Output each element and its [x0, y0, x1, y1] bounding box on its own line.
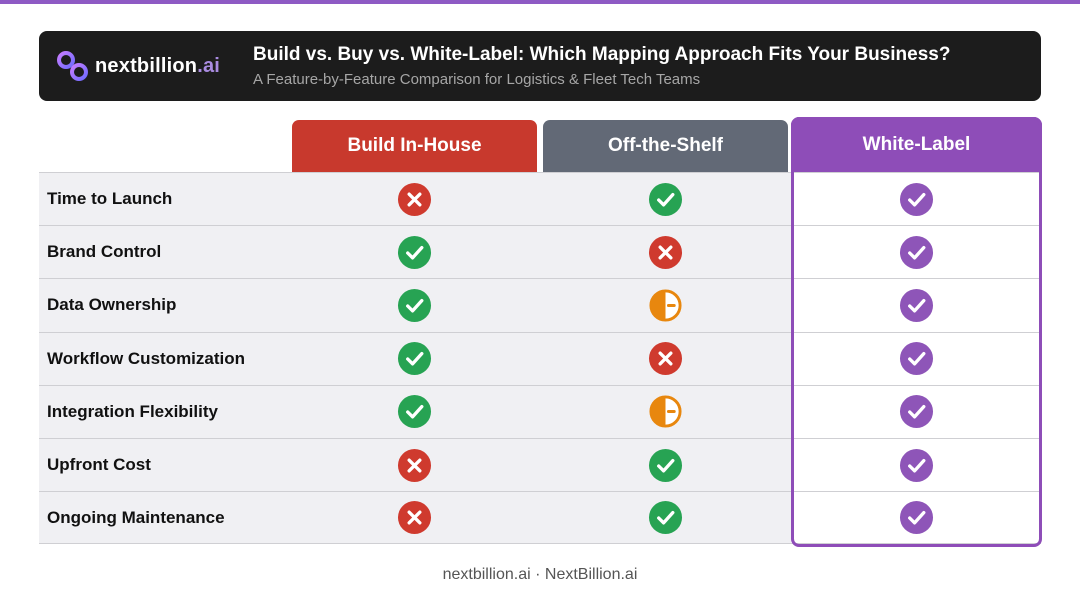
cell-shelf [543, 333, 788, 385]
cell-white [791, 439, 1041, 491]
cell-build [292, 173, 537, 225]
partial-icon [649, 289, 682, 322]
table-row: Data Ownership [39, 278, 1041, 332]
cell-white [791, 173, 1041, 225]
table-row: Upfront Cost [39, 437, 1041, 492]
cell-shelf [543, 492, 788, 543]
cell-shelf [543, 173, 788, 225]
logo-wordmark: nextbillion.ai [95, 54, 221, 77]
check-icon [397, 235, 432, 269]
check-icon [397, 395, 432, 429]
column-header-build: Build In-House [292, 120, 537, 172]
logo: nextbillion.ai [55, 48, 220, 84]
check-icon [648, 448, 683, 482]
row-label: Upfront Cost [47, 455, 151, 475]
page-subtitle: A Feature-by-Feature Comparison for Logi… [253, 71, 701, 88]
check-icon [899, 395, 933, 429]
top-accent-bar [0, 0, 1080, 4]
header-banner: nextbillion.ai Build vs. Buy vs. White-L… [39, 31, 1041, 101]
cross-icon [397, 448, 432, 482]
check-icon [899, 182, 933, 216]
cell-shelf [543, 226, 788, 278]
table-row: Brand Control [39, 225, 1041, 279]
infinity-logo-icon [57, 51, 88, 81]
page-title: Build vs. Buy vs. White-Label: Which Map… [253, 44, 951, 65]
row-label: Time to Launch [47, 189, 173, 209]
check-icon [899, 342, 933, 376]
cell-build [292, 226, 537, 278]
partial-icon [649, 395, 682, 428]
table-row: Integration Flexibility [39, 384, 1041, 438]
cell-white [791, 279, 1041, 331]
cross-icon [397, 182, 432, 216]
check-icon [648, 182, 683, 216]
cell-white [791, 386, 1041, 438]
cell-build [292, 333, 537, 385]
cell-white [791, 226, 1041, 278]
comparison-table: Time to Launch Brand Control Data Ownershi… [39, 172, 1041, 545]
check-icon [899, 448, 933, 482]
table-row: Workflow Customization [39, 331, 1041, 385]
row-label: Workflow Customization [47, 348, 246, 368]
column-header-white-label: White-Label [791, 117, 1042, 172]
table-row: Time to Launch [39, 172, 1041, 226]
cell-shelf [543, 439, 788, 491]
table-row: Ongoing Maintenance [39, 491, 1041, 545]
cell-shelf [543, 386, 788, 438]
check-icon [899, 288, 933, 322]
cross-icon [397, 501, 432, 535]
check-icon [648, 501, 683, 535]
column-header-off-the-shelf: Off-the-Shelf [543, 120, 788, 172]
check-icon [397, 288, 432, 322]
footer-text: nextbillion.ai · NextBillion.ai [442, 566, 638, 583]
cell-white [791, 492, 1041, 543]
row-label: Data Ownership [47, 295, 177, 315]
check-icon [899, 235, 933, 269]
cell-shelf [543, 279, 788, 331]
row-label: Brand Control [47, 242, 162, 262]
check-icon [397, 342, 432, 376]
cell-build [292, 439, 537, 491]
cross-icon [648, 342, 683, 376]
row-label: Integration Flexibility [47, 401, 218, 421]
check-icon [899, 501, 933, 535]
cell-white [791, 333, 1041, 385]
cell-build [292, 279, 537, 331]
row-label: Ongoing Maintenance [47, 507, 225, 527]
cross-icon [648, 235, 683, 269]
cell-build [292, 492, 537, 543]
cell-build [292, 386, 537, 438]
